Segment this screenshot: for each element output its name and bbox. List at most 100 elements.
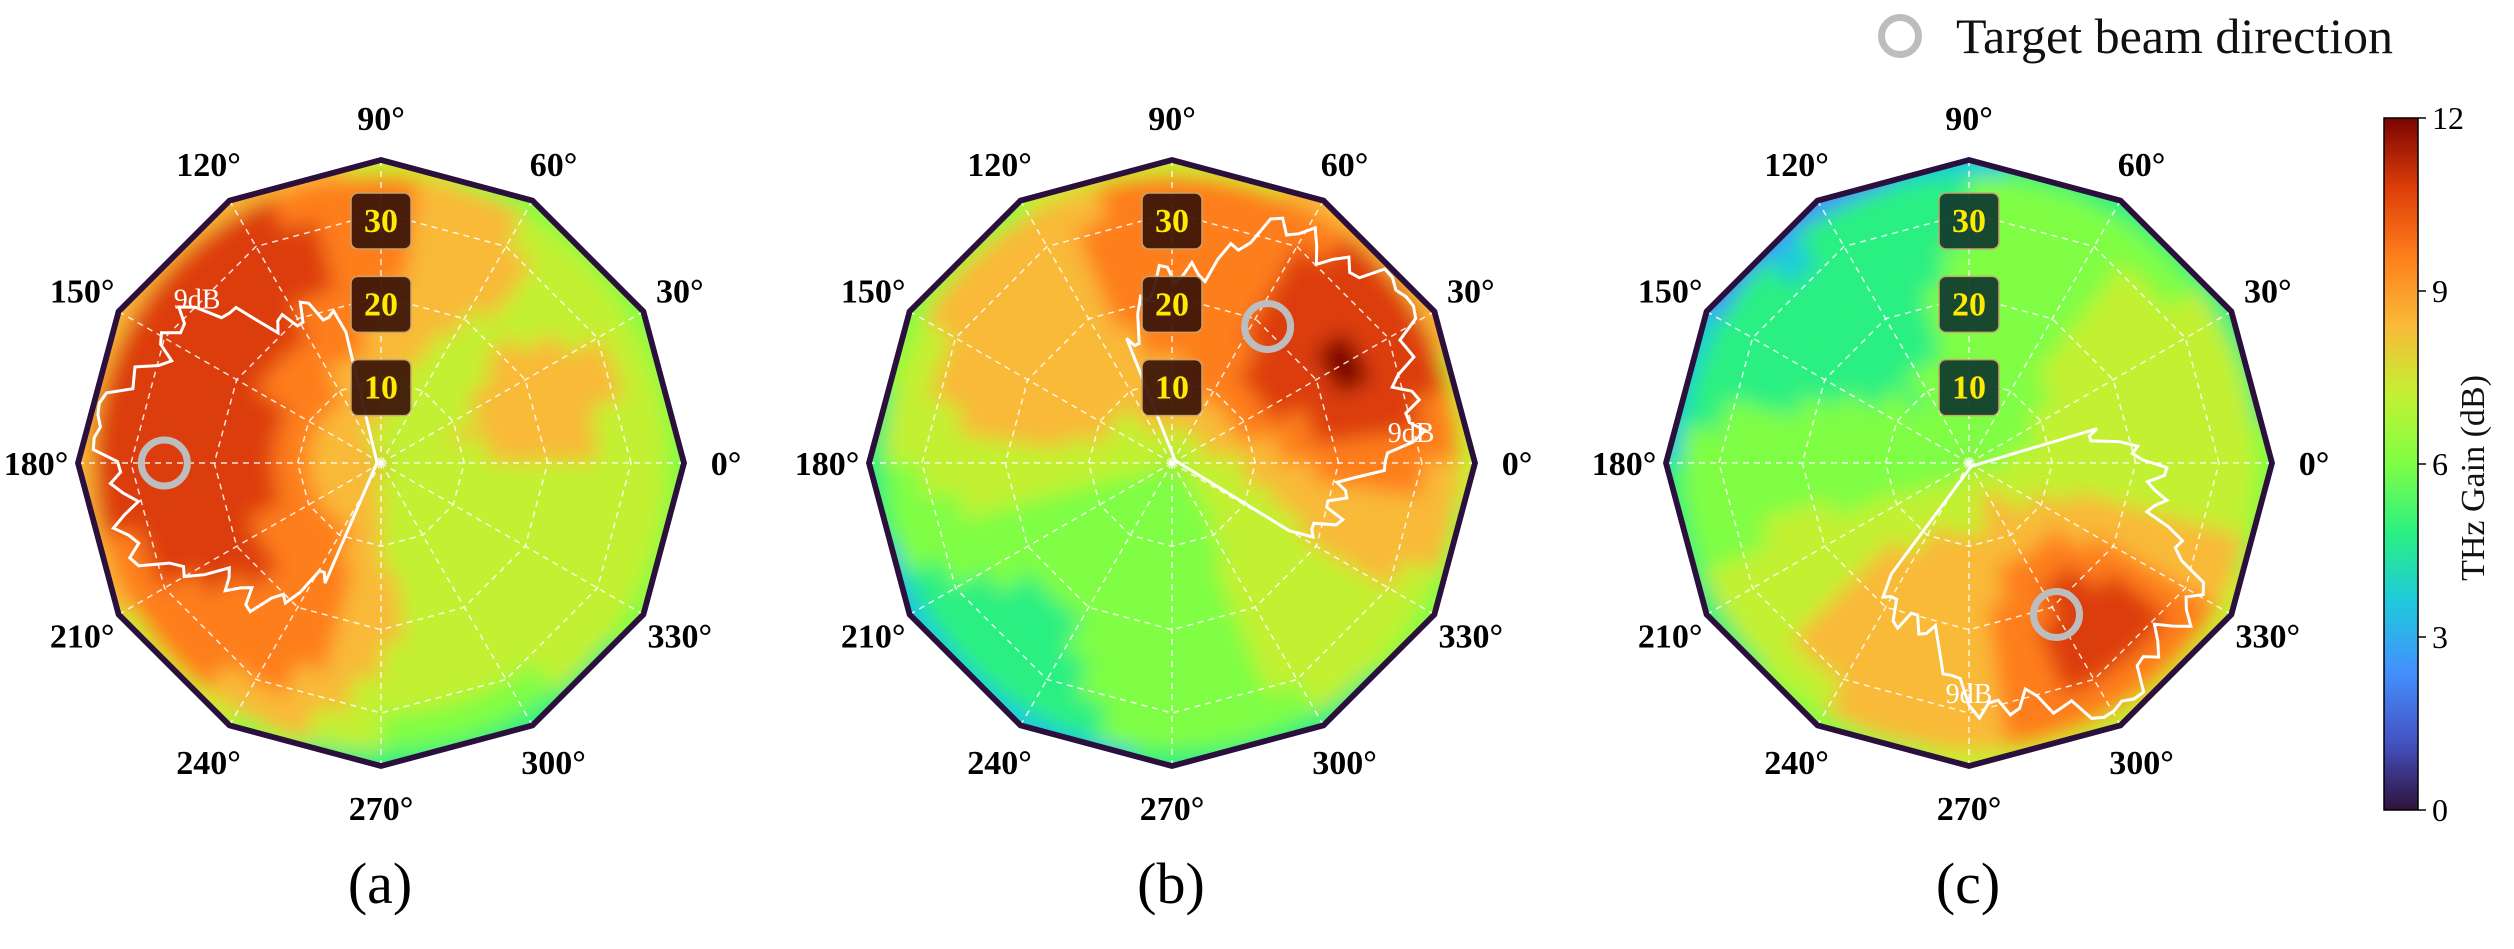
heatmap-cell [376,463,382,499]
heatmap-cell [456,360,496,398]
angular-grid-line [911,462,1173,614]
heatmap-cell [1226,547,1261,588]
heatmap-cell [1969,463,1992,495]
heatmap-cell [380,427,386,463]
contour-line [91,300,379,614]
radial-tick-box [350,275,412,334]
heatmap-cell [303,377,338,413]
heatmap-cell [1997,480,2032,507]
heatmap-cell [2098,261,2148,311]
heatmap-cell [337,491,364,526]
colorbar-tick-label: 12 [2432,100,2464,136]
heatmap-cell [1969,641,2000,679]
angular-grid-line [1171,462,1433,614]
heatmap-cell [1825,681,1876,731]
heatmap-cell [381,463,416,477]
heatmap-cell [1996,524,2024,563]
radial-grid-ring [1718,212,2220,714]
angle-tick-label: 120° [176,147,241,184]
heatmap-cell [1853,361,1893,399]
heatmap-cell [1999,177,2044,220]
heatmap-cell [1969,437,1998,463]
heatmap-cell [381,463,415,481]
heatmap-cell [2055,319,2097,362]
heatmap-cell [1813,535,1856,575]
heatmap-cell [1897,453,1934,464]
heatmap-cell [2022,295,2059,339]
heatmap-cell [1304,392,1346,426]
heatmap-cell [330,488,360,521]
heatmap-cell [623,385,667,431]
heatmap-cell [357,605,383,643]
heatmap-cell [1927,529,1952,568]
heatmap-cell [1295,371,1339,408]
heatmap-cell [473,389,515,422]
heatmap-cell [402,405,432,438]
heatmap-cell [1172,431,1194,463]
heatmap-cell [2013,253,2052,297]
angular-grid-line [380,462,532,724]
heatmap-cell [453,576,493,619]
heatmap-cell [412,476,448,499]
heatmap-cell [399,529,424,568]
heatmap-cell [1911,412,1944,442]
contour-line [1125,216,1428,540]
heatmap-cell [884,463,923,504]
heatmap-cell [1118,525,1146,564]
heatmap-cell [206,394,248,428]
angle-tick-label: 30° [1447,274,1495,311]
heatmap-cell [314,476,351,500]
heatmap-cell [1790,416,1830,446]
heatmap-cell [2108,480,2148,510]
heatmap-cell [983,331,1030,375]
heatmap-cell [309,467,347,483]
heatmap-cell [311,435,348,455]
heatmap-cell [1060,307,1100,350]
heatmap-cell [1902,369,1933,407]
heatmap-cell [520,480,560,510]
heatmap-cell [409,480,444,507]
heatmap-cell [1134,712,1176,751]
heatmap-cell [599,556,649,607]
heatmap-cell [1997,418,2032,445]
heatmap-cell [1859,263,1901,309]
heatmap-cell [1212,329,1244,370]
heatmap-cell [1100,453,1137,464]
heatmap-cell [1144,496,1164,533]
heatmap-cell [1069,348,1107,388]
heatmap-cell [1994,411,2027,442]
heatmap-cell [1918,488,1948,521]
heatmap-cell [2093,516,2137,553]
heatmap-cell [1829,490,1870,520]
heatmap-cell [1279,461,1316,482]
heatmap-cell [323,484,356,515]
heatmap-cell [1077,397,1115,428]
angle-tick-label: 300° [521,745,586,782]
heatmap-cell [1825,463,1863,484]
heatmap-cell [381,463,413,485]
colorbar-tick-label: 0 [2432,792,2448,828]
heatmap-cell [1969,463,1988,497]
heatmap-cell [494,351,537,391]
angular-grid-line [1818,202,1970,464]
heatmap-cell [1256,374,1297,409]
heatmap-cell [1136,494,1159,530]
heatmap-cell [489,290,534,336]
heatmap-cell [314,369,345,407]
heatmap-cell [1149,431,1172,463]
heatmap-cell [1138,445,1172,463]
heatmap-cell [309,453,346,464]
heatmap-cell [1117,363,1145,402]
heatmap-cell [294,386,331,420]
heatmap-cell [1197,212,1238,255]
heatmap-cell [2082,351,2125,391]
heatmap-cell [1202,177,1247,220]
heatmap-cell [2076,461,2113,482]
heatmap-cell [1940,641,1972,679]
contour-label: 9dB [1388,418,1435,449]
heatmap-cell [1781,553,1828,597]
heatmap-cell [886,388,929,433]
heatmap-cell [1990,405,2020,438]
heatmap-cell [281,490,320,518]
heatmap-cell [1341,307,1391,355]
